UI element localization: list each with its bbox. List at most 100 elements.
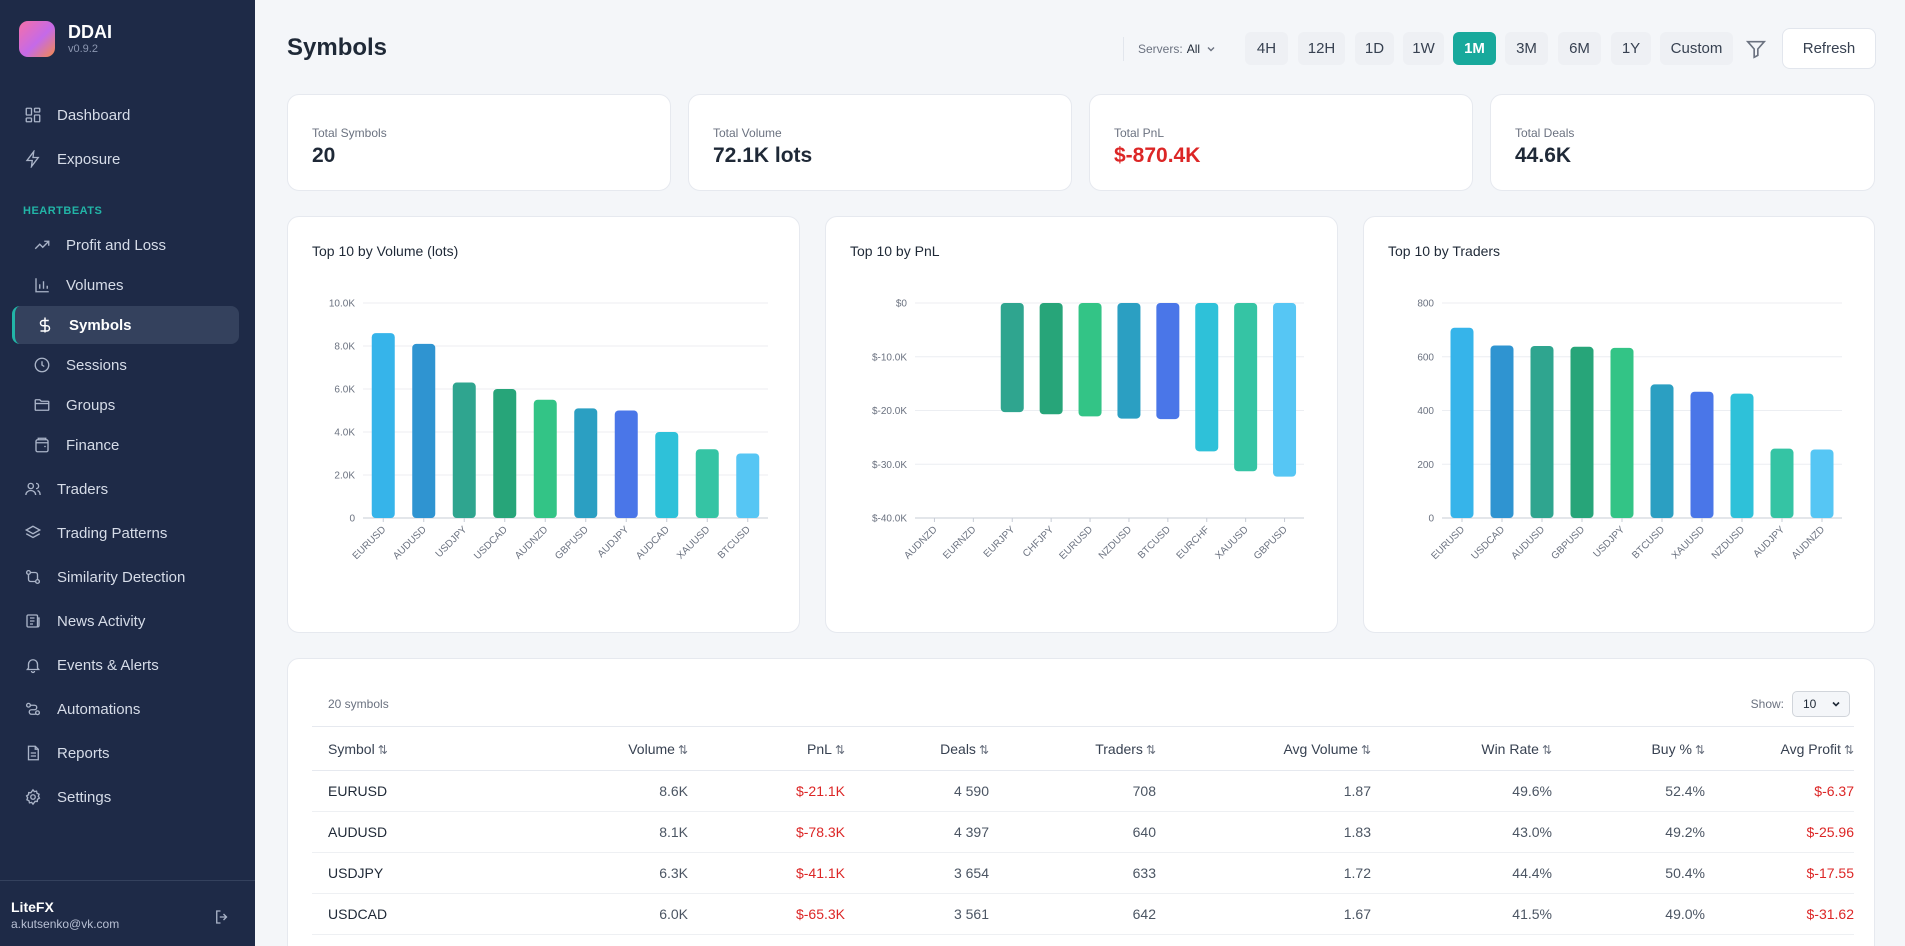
bar-xauusd[interactable]	[1690, 391, 1714, 518]
bar-audnzd[interactable]	[533, 399, 557, 518]
nav-item-volumes[interactable]: Volumes	[12, 266, 239, 304]
column-header-volume[interactable]: Volume ⇅	[512, 726, 688, 771]
timeframe-1m[interactable]: 1M	[1453, 32, 1496, 65]
nav-item-sessions[interactable]: Sessions	[12, 346, 239, 384]
bar-eurusd[interactable]	[1450, 327, 1474, 518]
nav-item-profit-and-loss[interactable]: Profit and Loss	[12, 226, 239, 264]
nav-item-events-alerts[interactable]: Events & Alerts	[12, 646, 239, 684]
table-row[interactable]: USDJPY 6.3K $-41.1K 3 654 633 1.72 44.4%…	[312, 852, 1854, 894]
cell-pnl: $-21.1K	[688, 770, 845, 812]
x-tick-label: EURNZD	[941, 524, 978, 561]
bar-audjpy[interactable]	[1770, 448, 1794, 518]
table-row[interactable]: USDCAD 6.0K $-65.3K 3 561 642 1.67 41.5%…	[312, 893, 1854, 935]
bar-nzdusd[interactable]	[1117, 303, 1141, 419]
timeframe-4h[interactable]: 4H	[1245, 32, 1288, 65]
nav-item-exposure[interactable]: Exposure	[12, 140, 239, 178]
bar-gbpusd[interactable]	[1570, 346, 1594, 518]
sort-icon: ⇅	[677, 742, 688, 757]
nav-item-automations[interactable]: Automations	[12, 690, 239, 728]
bar-usdcad[interactable]	[1490, 345, 1514, 518]
bar-btcusd[interactable]	[1156, 303, 1180, 420]
brand[interactable]: DDAI v0.9.2	[19, 21, 112, 57]
bar-gbpusd[interactable]	[574, 408, 598, 518]
column-header-pnl[interactable]: PnL ⇅	[688, 726, 845, 771]
user-name: LiteFX	[11, 899, 54, 915]
nav-item-symbols[interactable]: Symbols	[12, 306, 239, 344]
x-tick-label: AUDNZD	[513, 524, 550, 561]
column-header-avg-volume[interactable]: Avg Volume ⇅	[1156, 726, 1371, 771]
timeframe-1w[interactable]: 1W	[1403, 32, 1444, 65]
bar-audcad[interactable]	[655, 432, 679, 518]
bar-gbpusd[interactable]	[1273, 303, 1297, 477]
x-tick-label: BTCUSD	[1136, 524, 1173, 561]
y-tick-label: 400	[1417, 406, 1434, 417]
nav-item-trading-patterns[interactable]: Trading Patterns	[12, 514, 239, 552]
y-tick-label: 600	[1417, 352, 1434, 363]
x-tick-label: EURJPY	[982, 524, 1018, 560]
timeframe-3m[interactable]: 3M	[1505, 32, 1548, 65]
servers-label: Servers:	[1138, 42, 1183, 56]
y-tick-label: 200	[1417, 460, 1434, 471]
nav-item-reports[interactable]: Reports	[12, 734, 239, 772]
bar-btcusd[interactable]	[736, 453, 760, 519]
timeframe-custom[interactable]: Custom	[1660, 32, 1733, 65]
bar-xauusd[interactable]	[1234, 303, 1258, 472]
bar-nzdusd[interactable]	[1730, 393, 1754, 518]
y-tick-label: 6.0K	[334, 385, 355, 396]
column-header-deals[interactable]: Deals ⇅	[845, 726, 989, 771]
cell-volume: 8.6K	[512, 770, 688, 812]
x-tick-label: AUDJPY	[596, 524, 632, 560]
bar-audnzd[interactable]	[1810, 449, 1834, 518]
bar-audusd[interactable]	[412, 343, 436, 518]
sort-icon: ⇅	[1694, 742, 1705, 757]
gear-icon	[25, 788, 41, 806]
refresh-button[interactable]: Refresh	[1782, 28, 1876, 69]
column-header-buy-pct[interactable]: Buy % ⇅	[1552, 726, 1705, 771]
cell-win-rate: 49.6%	[1371, 770, 1552, 812]
page-size-select[interactable]: 10	[1792, 691, 1850, 717]
column-header-symbol[interactable]: Symbol ⇅	[312, 726, 512, 771]
logout-icon[interactable]	[213, 908, 231, 926]
bar-btcusd[interactable]	[1650, 384, 1674, 518]
column-header-win-rate[interactable]: Win Rate ⇅	[1371, 726, 1552, 771]
nav-label: Profit and Loss	[66, 236, 167, 254]
stat-value: 44.6K	[1515, 144, 1572, 167]
bar-xauusd[interactable]	[695, 449, 719, 518]
bar-usdcad[interactable]	[493, 389, 517, 518]
bar-chfjpy[interactable]	[1039, 303, 1063, 415]
timeframe-1y[interactable]: 1Y	[1611, 32, 1651, 65]
nav-item-traders[interactable]: Traders	[12, 470, 239, 508]
y-tick-label: $-20.0K	[872, 406, 907, 417]
y-tick-label: $-30.0K	[872, 460, 907, 471]
nav-item-similarity-detection[interactable]: Similarity Detection	[12, 558, 239, 596]
bar-eurusd[interactable]	[1078, 303, 1102, 417]
nav-label: Volumes	[66, 276, 124, 294]
nav-item-settings[interactable]: Settings	[12, 778, 239, 816]
servers-dropdown[interactable]: Servers: All	[1128, 36, 1226, 62]
nav-item-groups[interactable]: Groups	[12, 386, 239, 424]
bar-usdjpy[interactable]	[1610, 347, 1634, 518]
x-tick-label: XAUUSD	[1670, 524, 1707, 561]
bar-eurusd[interactable]	[371, 333, 395, 518]
timeframe-1d[interactable]: 1D	[1355, 32, 1394, 65]
nav-item-dashboard[interactable]: Dashboard	[12, 96, 239, 134]
bar-audjpy[interactable]	[614, 410, 638, 519]
bar-eurchf[interactable]	[1195, 303, 1219, 452]
filter-icon[interactable]	[1745, 38, 1767, 60]
bar-audusd[interactable]	[1530, 346, 1554, 518]
nav-item-finance[interactable]: Finance	[12, 426, 239, 464]
nav-label: Reports	[57, 744, 110, 762]
bar-eurjpy[interactable]	[1000, 303, 1024, 413]
chart-title: Top 10 by PnL	[850, 243, 940, 259]
column-header-avg-profit[interactable]: Avg Profit ⇅	[1705, 726, 1854, 771]
nav-label: News Activity	[57, 612, 146, 630]
bar-usdjpy[interactable]	[452, 382, 476, 518]
timeframe-12h[interactable]: 12H	[1298, 32, 1345, 65]
symbols-table: Symbol ⇅ Volume ⇅ PnL ⇅ Deals ⇅ Traders ⇅ Avg…	[312, 726, 1854, 935]
nav-item-news-activity[interactable]: News Activity	[12, 602, 239, 640]
column-header-traders[interactable]: Traders ⇅	[989, 726, 1156, 771]
timeframe-6m[interactable]: 6M	[1558, 32, 1601, 65]
table-row[interactable]: EURUSD 8.6K $-21.1K 4 590 708 1.87 49.6%…	[312, 770, 1854, 812]
table-row[interactable]: AUDUSD 8.1K $-78.3K 4 397 640 1.83 43.0%…	[312, 811, 1854, 853]
nav-label: Symbols	[69, 316, 132, 334]
